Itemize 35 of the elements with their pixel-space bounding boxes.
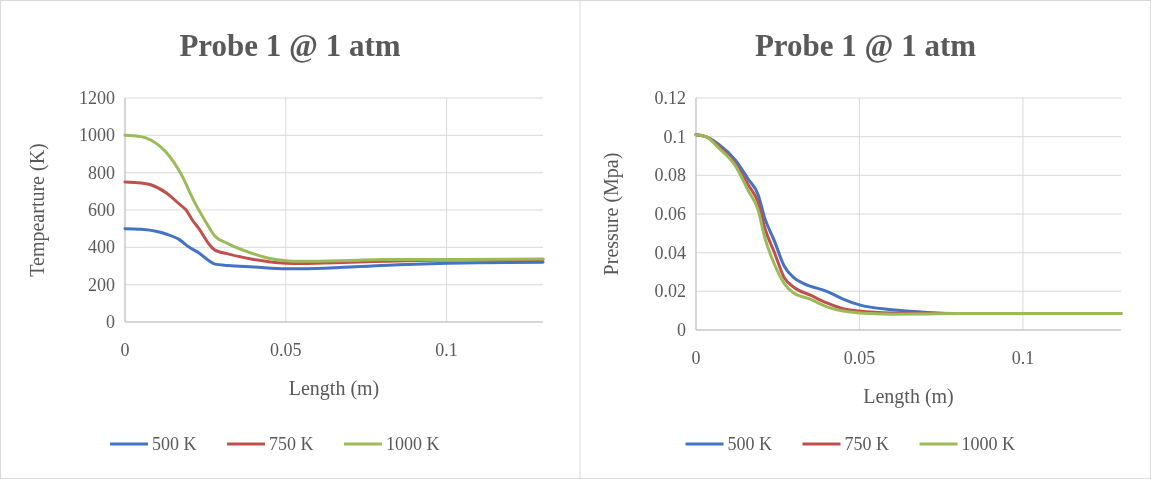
y-tick-label: 800	[88, 162, 115, 183]
x-tick-label: 0.1	[435, 340, 458, 360]
y-tick-label: 0.1	[663, 126, 686, 147]
x-tick-label: 0	[120, 340, 130, 360]
x-tick-label: 0.05	[270, 340, 302, 360]
y-tick-label: 0	[106, 312, 115, 332]
y-tick-label: 400	[88, 237, 115, 258]
y-tick-label: 200	[88, 274, 115, 295]
line-series	[694, 133, 1123, 316]
y-axis-title: Pressure (Mpa)	[600, 152, 623, 276]
y-tick-label: 0.08	[654, 165, 686, 186]
legend-label: 500 K	[727, 434, 772, 454]
x-axis-title: Length (m)	[288, 377, 380, 400]
legend-label: 500 K	[152, 434, 197, 454]
y-tick-label: 1000	[79, 125, 115, 146]
y-tick-label: 0.12	[654, 88, 686, 108]
legend-label: 1000 K	[386, 434, 440, 454]
y-axis-title: Tempearture (K)	[26, 143, 49, 277]
y-tick-label: 0.04	[654, 242, 686, 263]
y-tick-label: 0.02	[654, 281, 686, 302]
x-tick-label: 0.05	[843, 348, 876, 368]
line-series	[123, 133, 545, 263]
legend-label: 1000 K	[961, 434, 1015, 454]
y-tick-label: 600	[88, 200, 115, 220]
y-tick-label: 1200	[79, 88, 115, 108]
chart-title: Probe 1 @ 1 atm	[179, 28, 401, 63]
legend-label: 750 K	[844, 434, 889, 454]
y-tick-label: 0.06	[654, 204, 686, 224]
y-tick-label: 0	[677, 320, 686, 340]
chart-title: Probe 1 @ 1 atm	[754, 28, 977, 63]
x-axis-title: Length (m)	[863, 385, 954, 408]
line-series	[123, 227, 545, 271]
legend-label: 750 K	[269, 434, 314, 454]
x-tick-label: 0	[691, 348, 701, 368]
x-tick-label: 0.1	[1011, 348, 1035, 368]
